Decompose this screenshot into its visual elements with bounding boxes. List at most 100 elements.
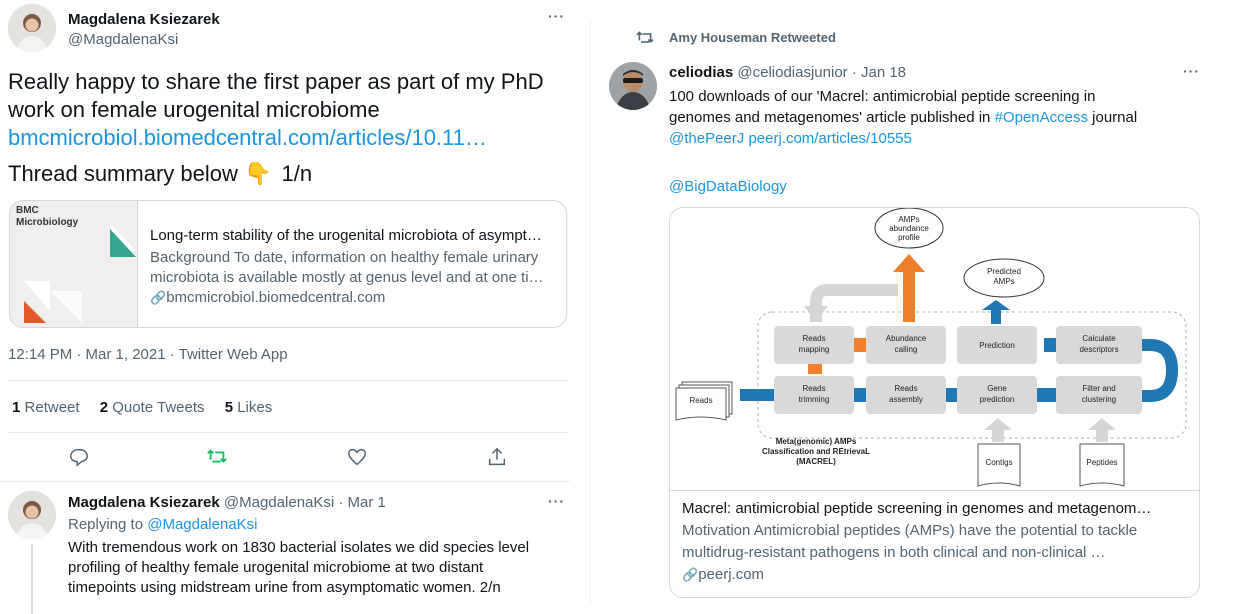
macrel-label: Classification and REtrievaL xyxy=(762,447,870,456)
left-panel: Magdalena Ksiezarek @MagdalenaKsi ··· Re… xyxy=(0,0,580,614)
avatar[interactable] xyxy=(8,4,56,52)
retweets-count: 1 xyxy=(12,399,21,416)
amps-abundance-label: abundance xyxy=(889,224,929,233)
article-link[interactable]: peerj.com/articles/10555 xyxy=(748,130,912,147)
abundance-calling-label: Abundance xyxy=(886,334,927,343)
tweet-header: celiodias @celiodiasjunior · Jan 18 xyxy=(669,64,906,81)
retweeted-by[interactable]: Amy Houseman Retweeted xyxy=(669,30,836,45)
macrel-diagram: AMPs abundance profile Predicted AMPs Re… xyxy=(670,208,1199,490)
divider xyxy=(8,432,568,433)
author-handle[interactable]: @celiodiasjunior xyxy=(737,64,848,81)
reply-text-line: profiling of healthy female urogenital m… xyxy=(68,559,484,576)
filter-clustering-label: Filter and xyxy=(1082,384,1115,393)
tweet-text-line: @thePeerJ peerj.com/articles/10555 xyxy=(669,128,1209,149)
thread-line xyxy=(31,544,33,614)
link-card[interactable]: AMPs abundance profile Predicted AMPs Re… xyxy=(669,207,1200,598)
amps-abundance-label: profile xyxy=(898,233,920,242)
retweets-label: Retweet xyxy=(24,399,80,416)
thread-count: 1/n xyxy=(281,161,313,186)
more-options-icon[interactable]: ··· xyxy=(548,8,565,24)
prediction-label: Prediction xyxy=(979,341,1015,350)
replying-to: Replying to @MagdalenaKsi xyxy=(68,516,258,533)
card-description-line: multidrug-resistant pathogens in both cl… xyxy=(682,544,1106,561)
share-icon[interactable] xyxy=(486,446,508,468)
retweets-stat[interactable]: 1 Retweet xyxy=(12,399,80,416)
predicted-amps-label: AMPs xyxy=(993,277,1014,286)
quotes-stat[interactable]: 2 Quote Tweets xyxy=(100,399,205,416)
contigs-label: Contigs xyxy=(985,458,1012,467)
timestamp[interactable]: 12:14 PM · Mar 1, 2021 · Twitter Web App xyxy=(8,346,288,363)
macrel-label: (MACREL) xyxy=(796,457,836,466)
tweet-text-part: journal xyxy=(1092,109,1138,126)
card-title: Macrel: antimicrobial peptide screening … xyxy=(682,500,1152,517)
card-brand-graphic xyxy=(24,223,136,323)
replying-prefix: Replying to xyxy=(68,516,144,533)
calculate-descriptors-label: descriptors xyxy=(1079,345,1118,354)
more-options-icon[interactable]: ··· xyxy=(548,493,565,509)
reads-input-label: Reads xyxy=(689,396,712,405)
link-card[interactable]: BMC Microbiology Long-term stability of … xyxy=(9,200,567,328)
tweet-text-line: genomes and metagenomes' article publish… xyxy=(669,107,1209,128)
card-thumbnail: BMC Microbiology xyxy=(10,201,138,327)
thread-summary: Thread summary below 👇 1/n xyxy=(8,160,312,188)
card-title: Long-term stability of the urogenital mi… xyxy=(150,227,542,244)
mention-link[interactable]: @thePeerJ xyxy=(669,130,745,147)
author-name[interactable]: Magdalena Ksiezarek xyxy=(68,11,220,28)
card-description-line: Background To date, information on healt… xyxy=(150,249,539,266)
card-domain: 🔗bmcmicrobiol.biomedcentral.com xyxy=(150,289,385,306)
tweet-text-line: 100 downloads of our 'Macrel: antimicrob… xyxy=(669,88,1096,105)
tweet-date[interactable]: · Mar 1 xyxy=(338,494,386,511)
calculate-descriptors-label: Calculate xyxy=(1082,334,1116,343)
card-description-line: microbiota is available mostly at genus … xyxy=(150,269,544,286)
avatar[interactable] xyxy=(8,491,56,539)
reads-trimming-label: Reads xyxy=(802,384,825,393)
reads-assembly-label: Reads xyxy=(894,384,917,393)
reads-trimming-label: trimming xyxy=(799,395,830,404)
macrel-label: Meta(genomic) AMPs xyxy=(776,437,857,446)
avatar[interactable] xyxy=(609,62,657,110)
peptides-label: Peptides xyxy=(1086,458,1117,467)
tweet-text-part: genomes and metagenomes' article publish… xyxy=(669,109,991,126)
article-link[interactable]: bmcmicrobiol.biomedcentral.com/articles/… xyxy=(8,125,487,150)
reply-text-line: timepoints using midstream urine from as… xyxy=(68,579,501,596)
card-brand-line2: Microbiology xyxy=(16,217,79,228)
tweet-date[interactable]: · Jan 18 xyxy=(851,64,907,81)
replying-handle[interactable]: @MagdalenaKsi xyxy=(147,516,258,533)
link-icon: 🔗 xyxy=(682,567,699,582)
tweet-text: 100 downloads of our 'Macrel: antimicrob… xyxy=(669,86,1209,197)
likes-label: Likes xyxy=(237,399,273,416)
author-handle[interactable]: @MagdalenaKsi xyxy=(223,494,335,511)
card-domain-text: peerj.com xyxy=(698,566,765,583)
card-brand-line1: BMC xyxy=(16,205,39,216)
link-icon: 🔗 xyxy=(150,290,167,305)
card-divider xyxy=(670,490,1199,491)
retweet-icon xyxy=(636,31,654,44)
filter-clustering-label: clustering xyxy=(1082,395,1116,404)
retweet-icon[interactable] xyxy=(206,446,228,468)
author-name[interactable]: Magdalena Ksiezarek xyxy=(68,494,220,511)
like-icon[interactable] xyxy=(346,446,368,468)
reply-text-line: With tremendous work on 1830 bacterial i… xyxy=(68,539,530,556)
amps-abundance-label: AMPs xyxy=(898,215,919,224)
card-domain: 🔗peerj.com xyxy=(682,566,764,583)
likes-count: 5 xyxy=(224,399,234,416)
tweet-text-line: Really happy to share the first paper as… xyxy=(8,69,544,94)
more-options-icon[interactable]: ··· xyxy=(1183,63,1200,79)
mention-link[interactable]: @BigDataBiology xyxy=(669,178,787,195)
gene-prediction-label: prediction xyxy=(980,395,1015,404)
hashtag-link[interactable]: #OpenAccess xyxy=(994,109,1088,126)
tweet-text-line: work on female urogenital microbiome xyxy=(8,97,380,122)
author-name[interactable]: celiodias xyxy=(669,64,734,81)
reply-icon[interactable] xyxy=(68,446,90,468)
divider xyxy=(0,481,570,482)
reads-mapping-label: Reads xyxy=(802,334,825,343)
author-handle[interactable]: @MagdalenaKsi xyxy=(68,31,179,48)
reply-text: With tremendous work on 1830 bacterial i… xyxy=(68,538,529,598)
likes-stat[interactable]: 5 Likes xyxy=(225,399,273,416)
right-panel: Amy Houseman Retweeted celiodias @celiod… xyxy=(590,20,1216,604)
reply-header: Magdalena Ksiezarek @MagdalenaKsi · Mar … xyxy=(68,494,386,511)
divider xyxy=(8,380,568,381)
abundance-calling-label: calling xyxy=(895,345,918,354)
card-domain-text: bmcmicrobiol.biomedcentral.com xyxy=(166,289,386,306)
quotes-count: 2 xyxy=(99,399,109,416)
